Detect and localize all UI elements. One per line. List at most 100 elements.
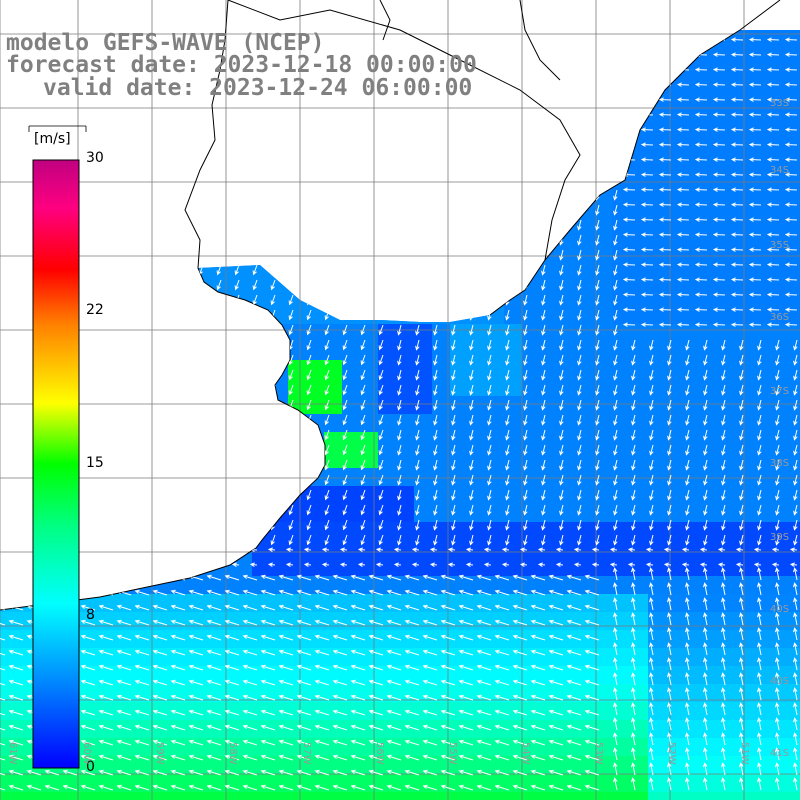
wind-arrow (487, 39, 492, 51)
wind-arrow (433, 444, 438, 456)
wind-arrow (350, 754, 366, 761)
wind-arrow (523, 474, 528, 486)
heat-cell (198, 576, 216, 594)
wind-arrow (685, 414, 690, 426)
heat-cell (486, 108, 504, 126)
heat-cell (144, 576, 162, 594)
wind-arrow (766, 172, 780, 177)
wind-arrow (559, 459, 564, 471)
wind-arrow (640, 97, 654, 102)
heat-cell (540, 90, 558, 108)
wind-arrow (685, 504, 690, 516)
heat-cell (594, 522, 612, 540)
wind-arrow (559, 384, 564, 396)
wind-arrow (404, 574, 420, 581)
wind-arrow (278, 679, 294, 686)
wind-arrow (368, 664, 384, 671)
heat-cell (756, 666, 774, 684)
heat-cell (720, 126, 738, 144)
wind-arrow (559, 324, 564, 336)
wind-arrow (712, 82, 726, 87)
heat-cell (450, 234, 468, 252)
wind-arrow (198, 309, 204, 321)
wind-arrow (649, 657, 654, 671)
wind-arrow (267, 547, 276, 553)
heat-cell (0, 252, 18, 270)
wind-arrow (613, 234, 618, 246)
heat-cell (684, 558, 702, 576)
wind-arrow (360, 249, 366, 261)
wind-arrow (134, 679, 150, 686)
heat-cell (126, 288, 144, 306)
wind-arrow (721, 489, 726, 501)
wind-arrow (288, 429, 294, 441)
wind-arrow (451, 414, 456, 426)
wind-arrow (505, 174, 510, 186)
heat-cell (630, 288, 648, 306)
wind-arrow (260, 634, 276, 641)
heat-cell (378, 720, 396, 738)
wind-arrow (198, 219, 204, 231)
wind-arrow (270, 234, 276, 246)
heat-cell (504, 144, 522, 162)
heat-cell (234, 342, 252, 360)
wind-arrow (559, 249, 564, 261)
heat-cell (738, 342, 756, 360)
wind-arrow (766, 112, 780, 117)
heat-cell (612, 522, 630, 540)
wind-arrow (270, 534, 276, 546)
heat-cell (360, 504, 378, 522)
wind-arrow (584, 589, 600, 596)
heat-cell (792, 30, 800, 36)
wind-arrow (613, 702, 618, 716)
wind-arrow (288, 534, 294, 546)
wind-arrow (314, 634, 330, 641)
wind-arrow (162, 354, 168, 366)
heat-cell (162, 270, 180, 288)
wind-arrow (451, 339, 456, 351)
wind-arrow (0, 754, 6, 761)
wind-arrow (766, 232, 780, 237)
wind-arrow (631, 717, 636, 731)
wind-arrow (487, 504, 492, 516)
wind-arrow (252, 159, 258, 171)
heat-cell (738, 162, 756, 180)
wind-arrow (775, 567, 780, 581)
wind-arrow (80, 769, 96, 776)
heat-cell (342, 288, 360, 306)
heat-cell (774, 702, 792, 720)
heat-cell (468, 378, 486, 396)
wind-arrow (252, 429, 258, 441)
wind-arrow (469, 489, 474, 501)
wind-arrow (144, 429, 150, 441)
heat-cell (684, 144, 702, 162)
heat-cell (612, 702, 630, 720)
wind-arrow (98, 724, 114, 731)
wind-arrow (775, 627, 780, 641)
wind-arrow (775, 354, 780, 366)
wind-arrow (627, 547, 636, 553)
heat-cell (738, 324, 756, 342)
wind-arrow (730, 262, 744, 267)
heat-cell (342, 504, 360, 522)
heat-cell (558, 198, 576, 216)
wind-arrow (397, 279, 402, 291)
heat-cell (612, 432, 630, 450)
heat-cell (666, 648, 684, 666)
heat-cell (756, 792, 774, 800)
wind-arrow (469, 414, 474, 426)
heat-cell (774, 216, 792, 234)
wind-arrow (397, 309, 402, 321)
wind-arrow (116, 709, 132, 716)
heat-cell (792, 522, 800, 540)
heat-cell (630, 738, 648, 756)
wind-arrow (252, 369, 258, 381)
heat-cell (720, 36, 738, 54)
heat-cell (342, 450, 360, 468)
wind-arrow (584, 709, 600, 716)
heat-cell (0, 144, 18, 162)
heat-cell (576, 180, 594, 198)
wind-arrow (694, 232, 708, 237)
wind-arrow (739, 339, 744, 351)
wind-arrow (288, 129, 294, 141)
